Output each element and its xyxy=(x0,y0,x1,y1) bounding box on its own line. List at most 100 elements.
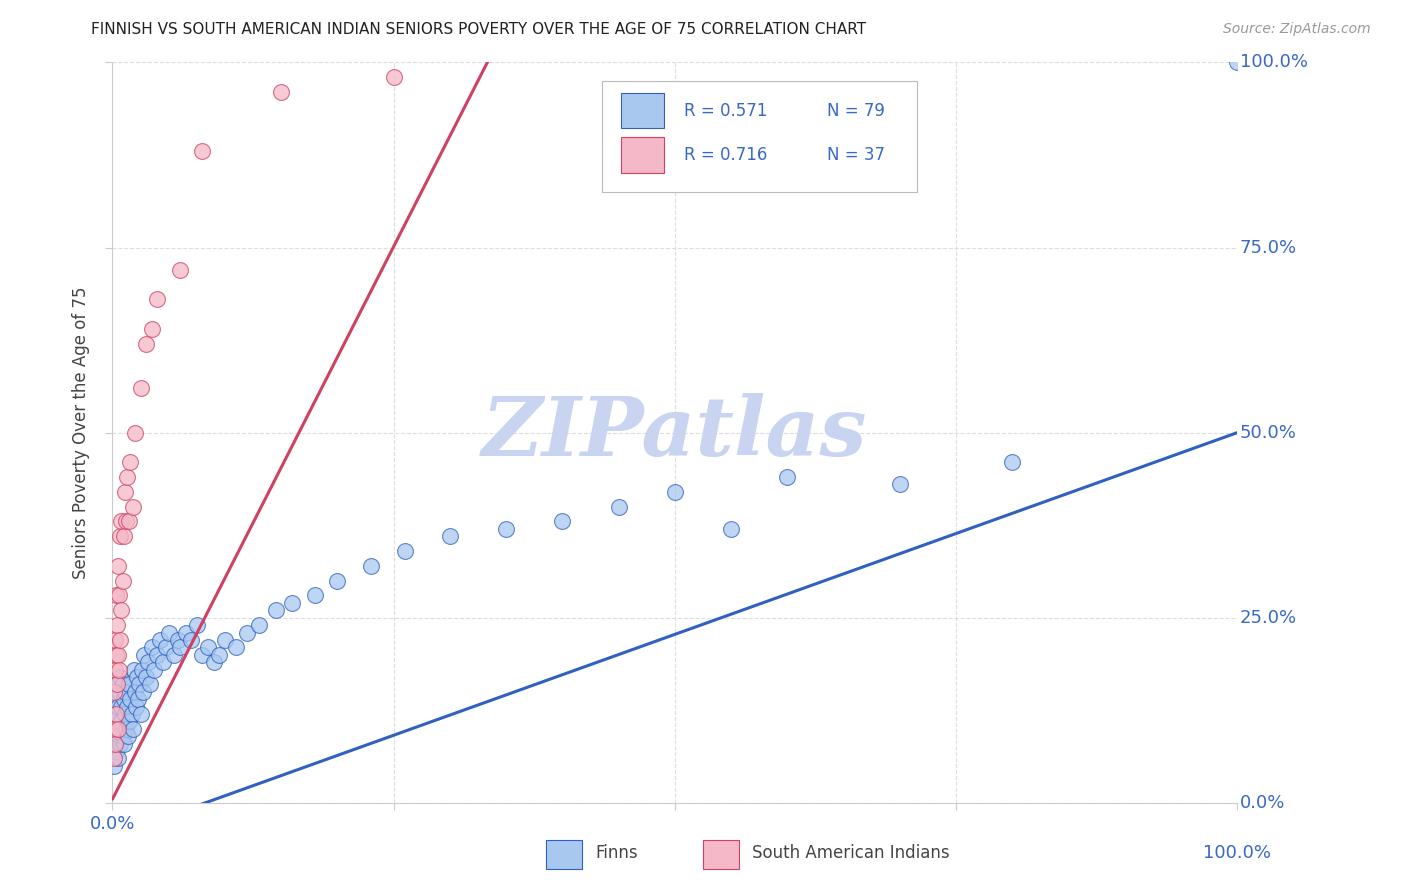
Point xyxy=(108,663,131,677)
Point xyxy=(105,677,128,691)
Point xyxy=(103,751,125,765)
Point xyxy=(135,670,157,684)
Point xyxy=(104,663,127,677)
Point xyxy=(128,677,150,691)
Point xyxy=(118,714,141,729)
Point xyxy=(169,640,191,655)
Point xyxy=(129,706,152,721)
Point xyxy=(104,737,127,751)
Text: N = 37: N = 37 xyxy=(827,146,884,164)
Point xyxy=(157,625,180,640)
Point xyxy=(197,640,219,655)
Text: 25.0%: 25.0% xyxy=(1240,608,1296,627)
Point xyxy=(776,470,799,484)
Point xyxy=(121,722,143,736)
Point xyxy=(110,714,132,729)
Point xyxy=(191,648,214,662)
Point xyxy=(132,685,155,699)
Point xyxy=(127,670,149,684)
Point xyxy=(108,729,131,743)
Point xyxy=(163,648,186,662)
Point xyxy=(107,648,129,662)
Point xyxy=(108,589,131,603)
Point xyxy=(495,522,517,536)
Point xyxy=(104,744,127,758)
Point xyxy=(121,500,143,514)
Point xyxy=(186,618,208,632)
Point xyxy=(105,722,128,736)
Point xyxy=(326,574,349,588)
Point xyxy=(281,596,304,610)
Point xyxy=(607,500,630,514)
Point xyxy=(247,618,270,632)
Point xyxy=(110,632,132,647)
Point xyxy=(105,677,128,691)
Point xyxy=(202,655,225,669)
Point xyxy=(360,558,382,573)
Point xyxy=(270,85,292,99)
Point xyxy=(115,722,138,736)
Point xyxy=(107,722,129,736)
Point xyxy=(304,589,326,603)
Point xyxy=(1001,455,1024,469)
Text: R = 0.716: R = 0.716 xyxy=(683,146,768,164)
Point xyxy=(180,632,202,647)
Point xyxy=(141,322,163,336)
Point xyxy=(112,692,135,706)
Point xyxy=(152,655,174,669)
Text: 100.0%: 100.0% xyxy=(1240,54,1308,71)
Point xyxy=(720,522,742,536)
Point xyxy=(115,470,138,484)
FancyBboxPatch shape xyxy=(602,81,917,192)
Point xyxy=(104,632,127,647)
FancyBboxPatch shape xyxy=(546,840,582,870)
Point xyxy=(129,381,152,395)
Text: 75.0%: 75.0% xyxy=(1240,238,1296,257)
Point xyxy=(118,677,141,691)
Point xyxy=(122,663,145,677)
Point xyxy=(104,737,127,751)
Point xyxy=(105,618,128,632)
Point xyxy=(103,722,125,736)
Point xyxy=(174,625,197,640)
Point xyxy=(169,262,191,277)
Point xyxy=(382,70,405,85)
Point xyxy=(111,677,134,691)
Point xyxy=(125,699,148,714)
Text: 100.0%: 100.0% xyxy=(1204,844,1271,862)
Point xyxy=(394,544,416,558)
Point xyxy=(104,692,127,706)
Point xyxy=(118,515,141,529)
Point xyxy=(108,685,131,699)
Point xyxy=(208,648,231,662)
Point xyxy=(191,145,214,159)
Point xyxy=(112,737,135,751)
Point xyxy=(138,677,160,691)
Point xyxy=(104,589,127,603)
Text: Finns: Finns xyxy=(595,844,638,863)
Point xyxy=(111,729,134,743)
Point xyxy=(104,706,127,721)
Point xyxy=(124,685,146,699)
Point xyxy=(103,685,125,699)
Point xyxy=(264,603,287,617)
Point xyxy=(111,574,134,588)
Point xyxy=(104,706,127,721)
Point xyxy=(225,640,247,655)
Text: 50.0%: 50.0% xyxy=(1240,424,1296,442)
Point xyxy=(114,484,136,499)
Point xyxy=(236,625,259,640)
Point xyxy=(132,648,155,662)
Point xyxy=(664,484,686,499)
Point xyxy=(149,632,172,647)
Point xyxy=(120,455,142,469)
Point xyxy=(155,640,177,655)
Point xyxy=(110,603,132,617)
Point xyxy=(166,632,188,647)
Point xyxy=(135,336,157,351)
Text: R = 0.571: R = 0.571 xyxy=(683,102,768,120)
Point xyxy=(138,655,160,669)
Text: Source: ZipAtlas.com: Source: ZipAtlas.com xyxy=(1223,22,1371,37)
FancyBboxPatch shape xyxy=(621,137,664,173)
Point xyxy=(141,640,163,655)
